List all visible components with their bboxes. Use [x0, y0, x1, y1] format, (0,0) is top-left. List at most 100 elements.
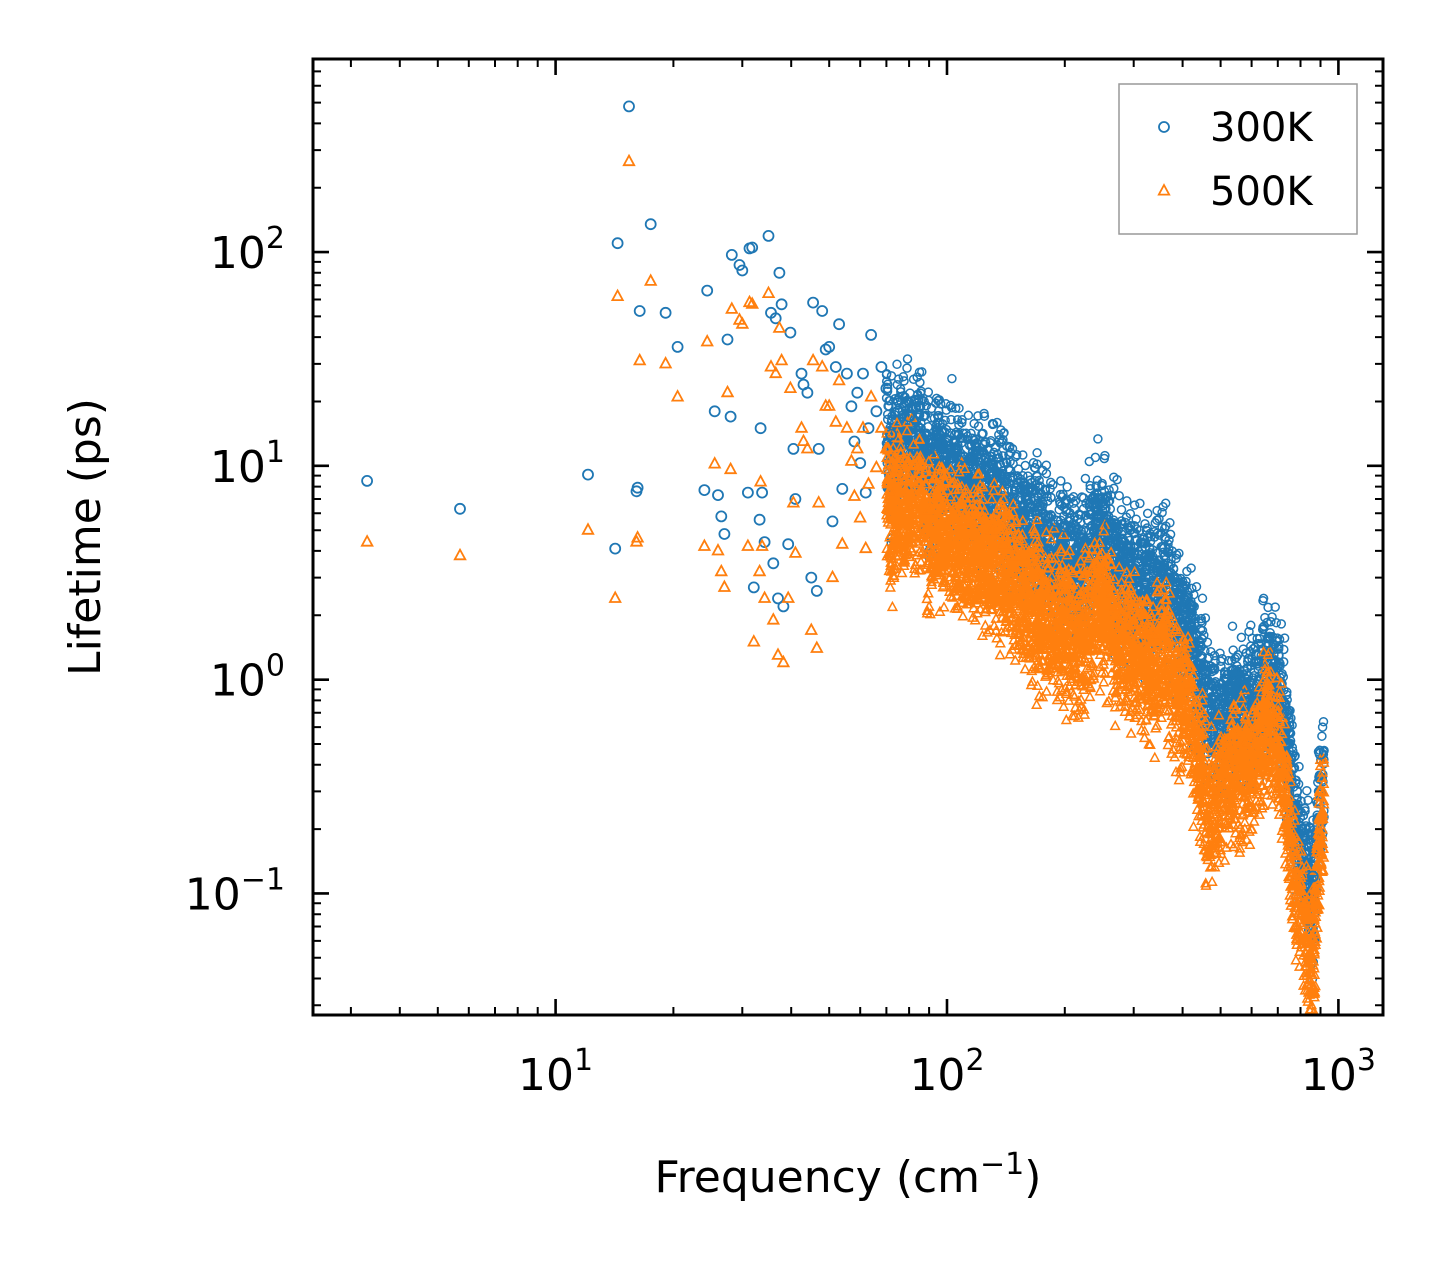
data-point-300k-11 — [671, 340, 684, 353]
data-point-300k-102 — [1192, 636, 1205, 648]
data-point-500k-39 — [781, 590, 796, 603]
data-point-500k-77 — [971, 511, 985, 525]
x-tick-label-1: 102 — [909, 1043, 984, 1101]
data-point-300k-20 — [725, 248, 738, 261]
data-point-500k-18 — [720, 384, 735, 398]
data-point-500k-47 — [806, 352, 820, 366]
data-point-300k-47 — [807, 296, 819, 309]
data-point-300k-112 — [1271, 649, 1284, 662]
data-point-300k-75 — [941, 435, 953, 448]
data-point-300k-65 — [865, 328, 877, 341]
data-point-500k-67 — [874, 420, 889, 433]
data-point-500k-100 — [1175, 654, 1190, 668]
data-point-300k-21 — [733, 259, 746, 271]
data-point-500k-86 — [1066, 594, 1080, 607]
data-point-300k-39 — [782, 538, 795, 551]
data-point-300k-87 — [1075, 532, 1087, 544]
data-point-300k-56 — [836, 482, 849, 495]
data-point-300k-72 — [913, 400, 926, 413]
data-point-500k-53 — [825, 569, 840, 583]
data-point-500k-34 — [768, 365, 783, 379]
data-point-500k-27 — [752, 563, 767, 577]
axes-layer: 101 102 103 10−1 100 101 102 — [185, 57, 1385, 1101]
data-point-500k-30 — [757, 590, 772, 603]
data-point-500k-101 — [1184, 676, 1198, 689]
data-point-500k-64 — [861, 476, 876, 489]
data-point-300k-73 — [923, 442, 935, 455]
y-tick-label-2: 101 — [210, 435, 285, 493]
data-point-500k-41 — [786, 495, 801, 508]
legend-label-300k: 300K — [1210, 105, 1314, 151]
minor-ticks — [313, 59, 1383, 1015]
data-point-300k-8 — [633, 305, 646, 317]
data-point-500k-109 — [1239, 736, 1253, 749]
data-point-300k-7 — [631, 481, 644, 494]
data-point-500k-22 — [735, 316, 750, 329]
data-point-300k-97 — [1149, 557, 1161, 570]
data-point-300k-60 — [851, 386, 864, 399]
data-point-500k-76 — [956, 513, 970, 526]
data-point-500k-69 — [884, 484, 898, 498]
data-point-300k-76 — [957, 451, 970, 463]
data-point-300k-43 — [795, 367, 808, 380]
data-point-500k-81 — [1020, 558, 1034, 571]
data-point-300k-71 — [903, 410, 915, 423]
data-point-500k-33 — [766, 612, 781, 625]
data-point-300k-58 — [845, 400, 858, 413]
data-point-500k-0 — [360, 534, 374, 547]
data-point-500k-107 — [1226, 727, 1241, 740]
data-point-500k-38 — [776, 654, 791, 668]
data-point-500k-68 — [879, 441, 894, 454]
data-point-300k-105 — [1214, 683, 1227, 696]
data-point-500k-71 — [902, 473, 916, 486]
data-point-500k-31 — [761, 285, 776, 298]
x-axis-title: Frequency (cm−1) — [655, 1147, 1042, 1203]
data-point-500k-36 — [772, 320, 787, 333]
data-point-500k-20 — [725, 301, 739, 314]
data-point-500k-115 — [1297, 895, 1312, 908]
data-point-300k-115 — [1298, 823, 1311, 835]
data-point-500k-14 — [707, 456, 722, 469]
data-point-300k-103 — [1200, 664, 1213, 677]
data-point-500k-62 — [856, 420, 870, 433]
data-point-300k-116 — [1306, 870, 1319, 883]
data-point-300k-5 — [623, 100, 635, 113]
data-point-500k-59 — [847, 488, 862, 501]
data-point-500k-87 — [1074, 598, 1088, 611]
data-point-500k-98 — [1157, 612, 1172, 625]
data-point-300k-14 — [708, 405, 721, 418]
data-point-500k-104 — [1206, 783, 1221, 796]
data-point-500k-23 — [741, 538, 755, 551]
data-point-300k-82 — [1031, 504, 1044, 517]
data-point-500k-28 — [753, 474, 768, 487]
data-point-300k-53 — [826, 515, 839, 528]
data-point-500k-15 — [711, 543, 725, 556]
data-point-300k-9 — [644, 218, 657, 231]
data-point-300k-92 — [1109, 530, 1122, 542]
data-point-300k-4 — [611, 237, 624, 250]
data-point-300k-27 — [753, 513, 766, 526]
data-point-500k-11 — [670, 389, 685, 402]
data-point-500k-54 — [829, 414, 843, 427]
data-point-500k-29 — [755, 538, 769, 551]
data-point-300k-89 — [1089, 501, 1102, 514]
data-point-300k-34 — [769, 312, 782, 325]
y-tick-label-3: 102 — [210, 221, 285, 279]
data-point-500k-35 — [771, 647, 785, 660]
data-point-300k-69 — [885, 428, 898, 441]
data-point-500k-43 — [794, 420, 809, 433]
data-point-500k-42 — [788, 545, 803, 558]
data-point-300k-51 — [819, 343, 832, 356]
data-point-500k-99 — [1167, 640, 1181, 653]
data-point-300k-106 — [1221, 673, 1234, 686]
y-tick-label-0: 10−1 — [185, 862, 285, 920]
data-point-300k-30 — [758, 536, 771, 548]
data-point-300k-25 — [746, 241, 759, 254]
data-point-300k-77 — [972, 446, 984, 459]
data-point-300k-66 — [870, 405, 883, 418]
data-point-500k-116 — [1305, 933, 1320, 946]
data-point-300k-114 — [1290, 785, 1303, 798]
data-point-300k-3 — [609, 542, 622, 555]
